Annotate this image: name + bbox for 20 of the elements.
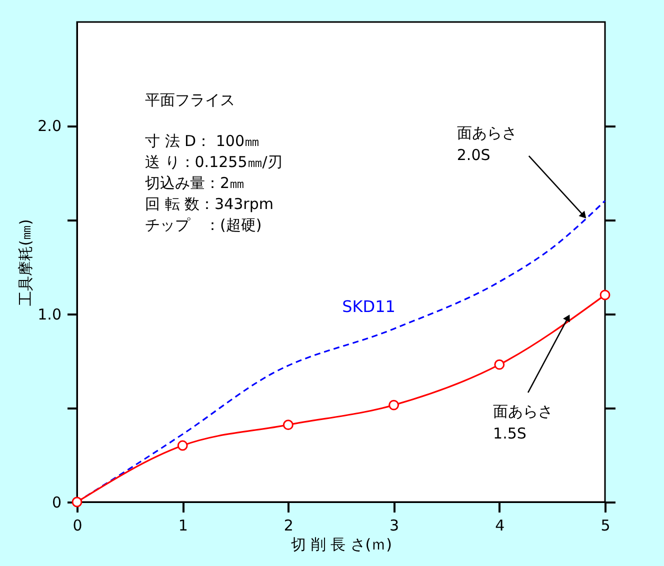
- annotation: 切込み量：2㎜: [145, 174, 245, 192]
- y-tick-label: 2.0: [38, 117, 62, 136]
- y-tick-label: 0: [52, 494, 62, 512]
- annotation: 寸 法 D： 100㎜: [145, 132, 260, 150]
- annotation: 送 り：0.1255㎜/刃: [145, 153, 282, 171]
- x-tick-label: 2: [284, 516, 294, 534]
- x-tick-label: 5: [600, 516, 610, 534]
- y-axis-title: 工具摩耗(㎜): [16, 219, 35, 306]
- x-tick-label: 3: [390, 516, 400, 534]
- y-tick-label: 1.0: [38, 305, 62, 324]
- x-tick-label: 0: [72, 516, 82, 534]
- x-axis-title: 切 削 長 さ(ｍ): [290, 536, 392, 554]
- annotation: チップ ：(超硬): [145, 216, 262, 234]
- annotation: 平面フライス: [145, 91, 235, 109]
- series-label: SKD11: [342, 296, 396, 316]
- x-tick-label: 4: [495, 516, 505, 534]
- annotation: 面あらさ 2.0S: [456, 124, 517, 164]
- annotation: 回 転 数：343rpm: [145, 195, 274, 213]
- annotation: 面あらさ 1.5S: [493, 402, 554, 443]
- x-tick-label: 1: [178, 516, 188, 534]
